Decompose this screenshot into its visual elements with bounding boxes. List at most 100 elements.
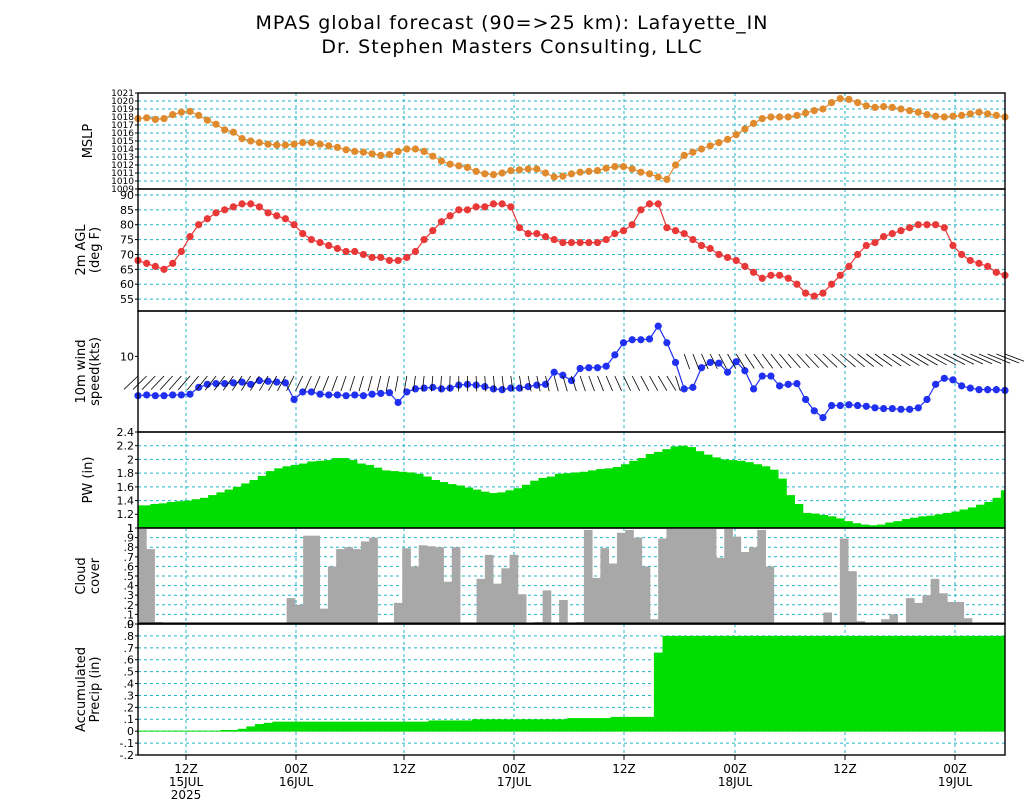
cloud-bar: [402, 548, 411, 624]
pw-bar: [530, 480, 540, 528]
pw-bar: [373, 467, 383, 528]
pw-bar: [918, 516, 928, 528]
temp-point: [255, 203, 263, 211]
temp-point: [247, 200, 255, 208]
wind-point: [654, 322, 662, 330]
wind-barb: [918, 353, 938, 366]
temp-line: [137, 203, 1006, 297]
wind-barb: [874, 353, 893, 367]
cloud-bar: [616, 532, 626, 624]
cloud-bar: [352, 549, 362, 624]
mslp-point: [845, 95, 853, 103]
wind-barb: [340, 375, 347, 392]
wind-barb: [168, 375, 182, 391]
mslp-point: [203, 116, 211, 124]
mslp-point: [143, 114, 151, 122]
wind-point: [758, 372, 766, 380]
mslp-point: [585, 167, 593, 175]
cloud-bar: [418, 545, 428, 624]
mslp-point: [958, 111, 966, 119]
temp-point: [741, 262, 749, 270]
wind-barb: [240, 375, 252, 391]
precip-bar: [489, 719, 499, 732]
pw-bar: [348, 460, 358, 528]
wind-barb: [449, 375, 451, 392]
precip-bar: [263, 722, 273, 732]
wind-barb: [304, 375, 312, 392]
precip-bar: [870, 635, 880, 732]
mslp-ytick-label: 1012: [111, 161, 134, 171]
mslp-point: [351, 147, 359, 155]
pw-bar: [323, 460, 333, 528]
precip-bar: [298, 721, 308, 732]
temp-point: [281, 215, 289, 223]
precip-bar: [558, 719, 568, 732]
temp-ytick-label: 80: [120, 219, 134, 232]
pw-ytick-label: 1.8: [117, 467, 135, 480]
mslp-point: [515, 166, 524, 174]
precip-bar: [402, 721, 412, 732]
temp-point: [871, 238, 879, 247]
mslp-point: [897, 105, 905, 113]
wind-point: [359, 392, 368, 400]
wind-point: [420, 384, 428, 392]
temp-point: [359, 250, 368, 259]
pw-bar: [166, 501, 176, 528]
pw-bar: [728, 460, 738, 528]
wind-barb: [349, 375, 356, 392]
chart-subtitle: Dr. Stephen Masters Consulting, LLC: [321, 36, 703, 58]
precip-bar: [714, 635, 724, 732]
wind-barb: [840, 353, 856, 368]
cloud-bar: [757, 529, 766, 624]
pw-bar: [967, 507, 977, 528]
pw-bar: [158, 503, 168, 528]
time-tick-year: 2025: [171, 788, 202, 800]
wind-barb: [952, 353, 975, 365]
cloud-ytick-label: .9: [124, 532, 135, 545]
svg-text:2m AGL: 2m AGL: [74, 224, 89, 276]
temp-point: [654, 200, 662, 208]
wind-point: [992, 386, 1000, 394]
precip-bar: [359, 721, 369, 732]
wind-barb: [883, 353, 902, 367]
temp-point: [932, 221, 940, 229]
precip-bar: [792, 635, 802, 732]
mslp-point: [316, 140, 324, 148]
cloud-bar: [848, 571, 857, 624]
precip-bar: [723, 635, 733, 732]
temp-point: [541, 233, 550, 241]
wind-point: [212, 380, 220, 388]
wind-barb: [1004, 353, 1024, 362]
pw-bar: [885, 522, 895, 528]
mslp-point: [888, 103, 896, 111]
temp-point: [715, 250, 723, 259]
mslp-point: [411, 145, 420, 153]
temp-point: [186, 233, 194, 241]
wind-barb: [322, 375, 330, 392]
temp-point: [273, 212, 281, 220]
pw-bar: [786, 495, 796, 528]
precip-bar: [905, 635, 915, 732]
wind-point: [169, 391, 177, 399]
pw-bar: [687, 447, 696, 528]
temp-point: [749, 268, 758, 276]
precip-bar: [948, 635, 958, 732]
mslp-point: [923, 111, 931, 119]
pw-bar: [241, 483, 251, 528]
cloud-bar: [707, 528, 717, 624]
mslp-point: [732, 131, 740, 139]
precip-bar: [549, 719, 560, 732]
pw-bar: [621, 464, 630, 528]
wind-point: [143, 391, 151, 399]
pw-bar: [670, 446, 680, 528]
pw-bar: [835, 518, 845, 528]
wind-barb: [536, 375, 541, 392]
cloud-ytick-label: 1: [127, 522, 134, 535]
temp-point: [221, 206, 229, 214]
pw-bar: [695, 451, 705, 528]
pw-bar: [596, 469, 606, 528]
temp-point: [992, 268, 1000, 276]
mslp-point: [567, 170, 576, 178]
svg-text:Cloud: Cloud: [74, 557, 89, 594]
cloud-bar: [905, 598, 915, 624]
